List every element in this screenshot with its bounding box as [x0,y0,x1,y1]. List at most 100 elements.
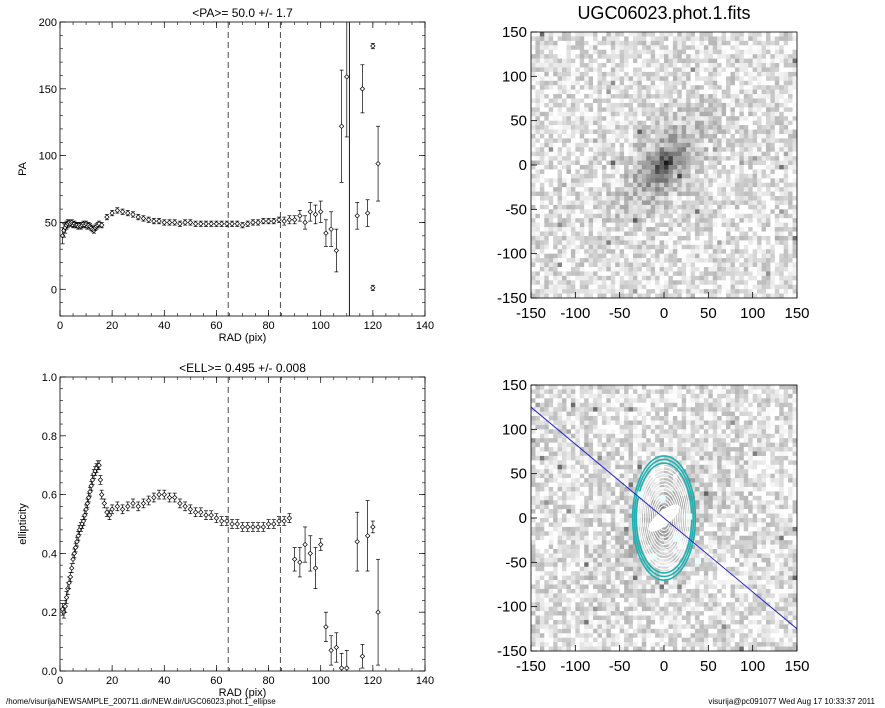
image-pixel [717,107,722,113]
image-pixel [739,45,745,51]
image-pixel [748,138,753,144]
image-pixel [783,125,789,130]
image-pixel [739,240,745,246]
image-pixel [544,76,550,82]
image-pixel [659,258,665,263]
image-pixel [681,249,687,254]
image-pixel [606,213,612,219]
image-pixel [672,196,678,201]
data-point [140,500,147,507]
image-pixel [743,191,749,197]
image-pixel [544,191,550,197]
image-pixel [690,54,696,59]
image-pixel [739,71,745,77]
image-pixel [783,293,789,299]
image-pixel [531,438,536,443]
image-pixel [699,289,705,294]
image-pixel [575,147,581,152]
image-pixel [539,624,545,630]
image-pixel [721,262,727,268]
image-pixel [606,235,612,241]
image-pixel [548,557,554,563]
image-pixel [610,209,616,215]
image-pixel [562,120,567,126]
image-pixel [739,187,745,192]
image-pixel [783,58,789,64]
image-pixel [752,125,758,130]
image-pixel [531,107,536,113]
image-pixel [779,284,784,290]
image-pixel [650,85,656,90]
image-pixel [717,76,722,82]
image-pixel [734,147,740,152]
image-pixel [601,142,607,148]
image-pixel [686,227,691,232]
image-pixel [553,222,558,228]
image-pixel [531,433,536,439]
image-pixel [624,222,629,228]
image-pixel [783,196,789,201]
image-pixel [668,271,674,277]
image-pixel [539,58,545,64]
image-pixel [597,102,603,108]
image-pixel [584,36,589,42]
image-pixel [593,182,598,188]
image-pixel [783,231,789,237]
image-pixel [748,182,753,188]
image-pixel [752,54,758,59]
image-pixel [783,151,789,157]
image-pixel [655,138,660,144]
image-pixel [743,40,749,46]
image-pixel [544,125,550,130]
image-pixel [695,165,700,170]
image-pixel [593,58,598,64]
image-pixel [690,227,696,232]
image-pixel [570,262,576,268]
image-pixel [588,138,594,144]
image-pixel [624,138,629,144]
image-pixel [593,89,598,95]
image-pixel [681,142,687,148]
image-pixel [544,504,550,510]
image-pixel [531,222,536,228]
image-pixel [686,142,691,148]
image-pixel [544,562,550,568]
image-pixel [770,85,776,90]
image-pixel [792,111,798,117]
image-pixel [717,222,722,228]
image-pixel [708,80,714,86]
image-pixel [619,129,625,135]
image-pixel [531,553,536,559]
image-pixel [597,58,603,64]
image-pixel [535,271,541,277]
image-pixel [739,231,745,237]
image-pixel [584,258,589,263]
image-pixel [531,147,536,152]
image-pixel [593,120,598,126]
image-pixel [553,85,558,90]
image-pixel [712,266,718,272]
image-pixel [743,253,749,259]
data-point [344,665,350,671]
image-pixel [548,284,554,290]
image-pixel [570,63,576,68]
image-pixel [655,253,660,259]
image-pixel [792,275,798,281]
image-pixel [539,402,545,408]
image-pixel [584,253,589,259]
image-pixel [734,94,740,99]
image-pixel [699,116,705,121]
image-pixel [539,280,545,285]
image-pixel [792,80,798,86]
image-pixel [748,120,753,126]
image-pixel [562,280,567,285]
image-pixel [779,182,784,188]
image-pixel [681,196,687,201]
image-pixel [557,116,563,121]
image-pixel [632,76,638,82]
image-pixel [668,218,674,223]
image-pixel [553,125,558,130]
image-pixel [584,191,589,197]
image-pixel [650,289,656,294]
image-pixel [588,280,594,285]
